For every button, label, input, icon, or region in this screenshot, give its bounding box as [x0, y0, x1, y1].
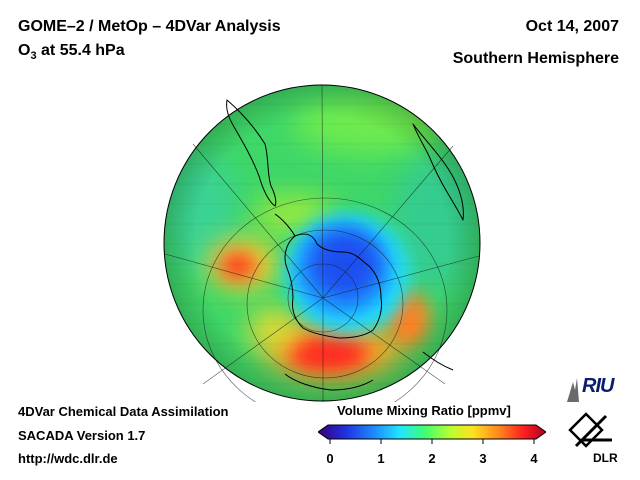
colorbar — [318, 424, 546, 444]
colorbar-ramp — [318, 424, 546, 440]
graticule — [164, 84, 480, 402]
colorbar-title: Volume Mixing Ratio [ppmv] — [337, 403, 511, 418]
riu-logo — [567, 378, 579, 402]
pressure-level: at 55.4 hPa — [36, 42, 125, 59]
footer-line-version: SACADA Version 1.7 — [18, 428, 146, 443]
map-title: GOME–2 / MetOp – 4DVar Analysis — [18, 18, 281, 35]
footer-line-url: http://wdc.dlr.de — [18, 451, 118, 466]
dlr-logo-text: DLR — [593, 451, 618, 465]
species-letter: O — [18, 42, 31, 59]
footer-line-assimilation: 4DVar Chemical Data Assimilation — [18, 404, 229, 419]
map-date: Oct 14, 2007 — [525, 18, 619, 35]
riu-logo-text: RIU — [582, 375, 614, 397]
colorbar-tick-label: 0 — [326, 451, 334, 466]
coastlines — [226, 99, 464, 391]
dlr-logo — [568, 412, 612, 448]
globe-outline — [163, 84, 481, 402]
colorbar-tick-label: 1 — [377, 451, 385, 466]
map-subtitle: O3 at 55.4 hPa — [18, 43, 125, 62]
colorbar-tick-label: 4 — [530, 451, 538, 466]
colorbar-tick-label: 2 — [428, 451, 436, 466]
species-subscript: 3 — [30, 50, 37, 63]
hemisphere-label: Southern Hemisphere — [452, 50, 619, 67]
globe-map — [163, 84, 481, 402]
colorbar-tick-label: 3 — [479, 451, 487, 466]
